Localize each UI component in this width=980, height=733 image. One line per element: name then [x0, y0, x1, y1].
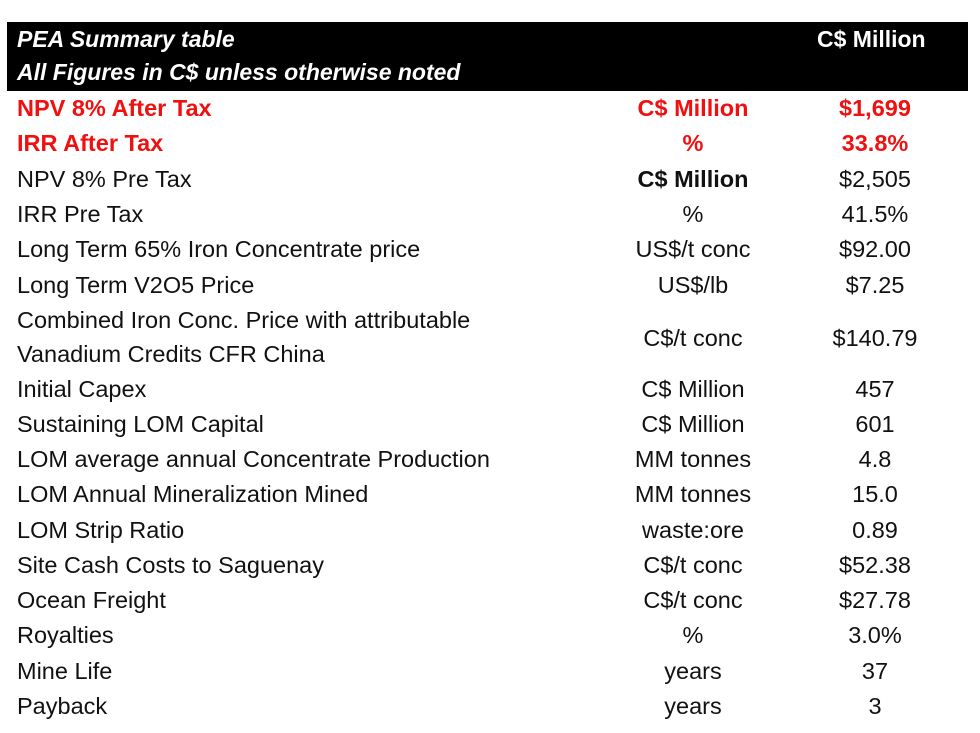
row-value: 3.0%	[848, 622, 902, 648]
row-label: LOM Annual Mineralization Mined	[17, 481, 369, 507]
row-label: Payback	[17, 693, 108, 719]
row-unit: MM tonnes	[634, 446, 752, 472]
row-label: Combined Iron Conc. Price with attributa…	[17, 307, 471, 367]
row-unit: C$/t conc	[643, 552, 743, 578]
row-value: 457	[855, 376, 895, 402]
row-label: NPV 8% Pre Tax	[17, 166, 192, 192]
row-unit: %	[682, 130, 704, 156]
row-unit: C$/t conc	[643, 325, 743, 351]
row-label: LOM Strip Ratio	[17, 517, 185, 543]
row-label: Long Term 65% Iron Concentrate price	[17, 236, 421, 262]
row-value: 4.8	[858, 446, 892, 472]
row-label: IRR Pre Tax	[17, 201, 144, 227]
row-value: 3	[868, 693, 882, 719]
row-value: $140.79	[832, 325, 918, 351]
row-label: IRR After Tax	[17, 130, 164, 156]
row-label: Long Term V2O5 Price	[17, 272, 255, 298]
row-value: $7.25	[845, 272, 905, 298]
row-label: Sustaining LOM Capital	[17, 411, 264, 437]
table-row: LOM Strip Ratio waste:ore 0.89	[0, 513, 980, 548]
row-unit: years	[664, 658, 722, 684]
table-row: NPV 8% Pre Tax C$ Million $2,505	[0, 162, 980, 197]
table-row: IRR Pre Tax% 41.5%	[0, 197, 980, 232]
row-unit: US$/t conc	[635, 236, 751, 262]
row-unit: US$/lb	[657, 272, 729, 298]
table-row: IRR After Tax% 33.8%	[0, 126, 980, 161]
value-column-header: C$ Million	[817, 26, 926, 52]
row-unit: C$ Million	[641, 376, 745, 402]
row-unit: %	[682, 201, 704, 227]
table-header: PEA Summary table All Figures in C$ unle…	[7, 22, 968, 91]
table-row: LOM average annual Concentrate Productio…	[0, 442, 980, 477]
table-row: Royalties% 3.0%	[0, 618, 980, 653]
row-label: NPV 8% After Tax	[17, 95, 212, 121]
row-unit: C$ Million	[641, 411, 745, 437]
row-unit: C$/t conc	[643, 587, 743, 613]
row-label: Initial Capex	[17, 376, 147, 402]
row-label: Site Cash Costs to Saguenay	[17, 552, 324, 578]
row-unit: MM tonnes	[634, 481, 752, 507]
row-value: 15.0	[852, 481, 898, 507]
row-unit: C$ Million	[637, 95, 749, 121]
table-row: Initial Capex C$ Million 457	[0, 372, 980, 407]
row-unit: C$ Million	[637, 166, 749, 192]
table-subtitle: All Figures in C$ unless otherwise noted	[17, 59, 461, 85]
table-title: PEA Summary table	[17, 26, 235, 52]
row-unit: years	[664, 693, 722, 719]
row-label: Mine Life	[17, 658, 113, 684]
table-row: Site Cash Costs to Saguenay C$/t conc $52.…	[0, 548, 980, 583]
table-row: Long Term V2O5 Price US$/lb $7.25	[0, 268, 980, 303]
table-row: Mine Life years 37	[0, 654, 980, 689]
row-value: 601	[855, 411, 895, 437]
table-row: LOM Annual Mineralization Mined MM tonnes…	[0, 477, 980, 512]
row-value: 0.89	[852, 517, 898, 543]
table-row: Combined Iron Conc. Price with attributa…	[0, 303, 980, 373]
table-row: Long Term 65% Iron Concentrate price US$/…	[0, 232, 980, 267]
row-label: Ocean Freight	[17, 587, 166, 613]
row-value: $52.38	[839, 552, 911, 578]
row-unit: waste:ore	[642, 517, 744, 543]
row-value: $27.78	[839, 587, 911, 613]
table-row: Sustaining LOM Capital C$ Million 601	[0, 407, 980, 442]
row-value: $2,505	[839, 166, 911, 192]
table-row: NPV 8% After Tax C$ Million $1,699	[0, 91, 980, 126]
row-label: Royalties	[17, 622, 114, 648]
row-value: $92.00	[839, 236, 911, 262]
row-value: $1,699	[839, 95, 911, 121]
row-label: LOM average annual Concentrate Productio…	[17, 446, 490, 472]
table-row: Ocean Freight C$/t conc $27.78	[0, 583, 980, 618]
table-row: Payback years 3	[0, 689, 980, 724]
row-unit: %	[682, 622, 704, 648]
row-value: 33.8%	[841, 130, 909, 156]
row-value: 41.5%	[841, 201, 909, 227]
row-value: 37	[861, 658, 889, 684]
